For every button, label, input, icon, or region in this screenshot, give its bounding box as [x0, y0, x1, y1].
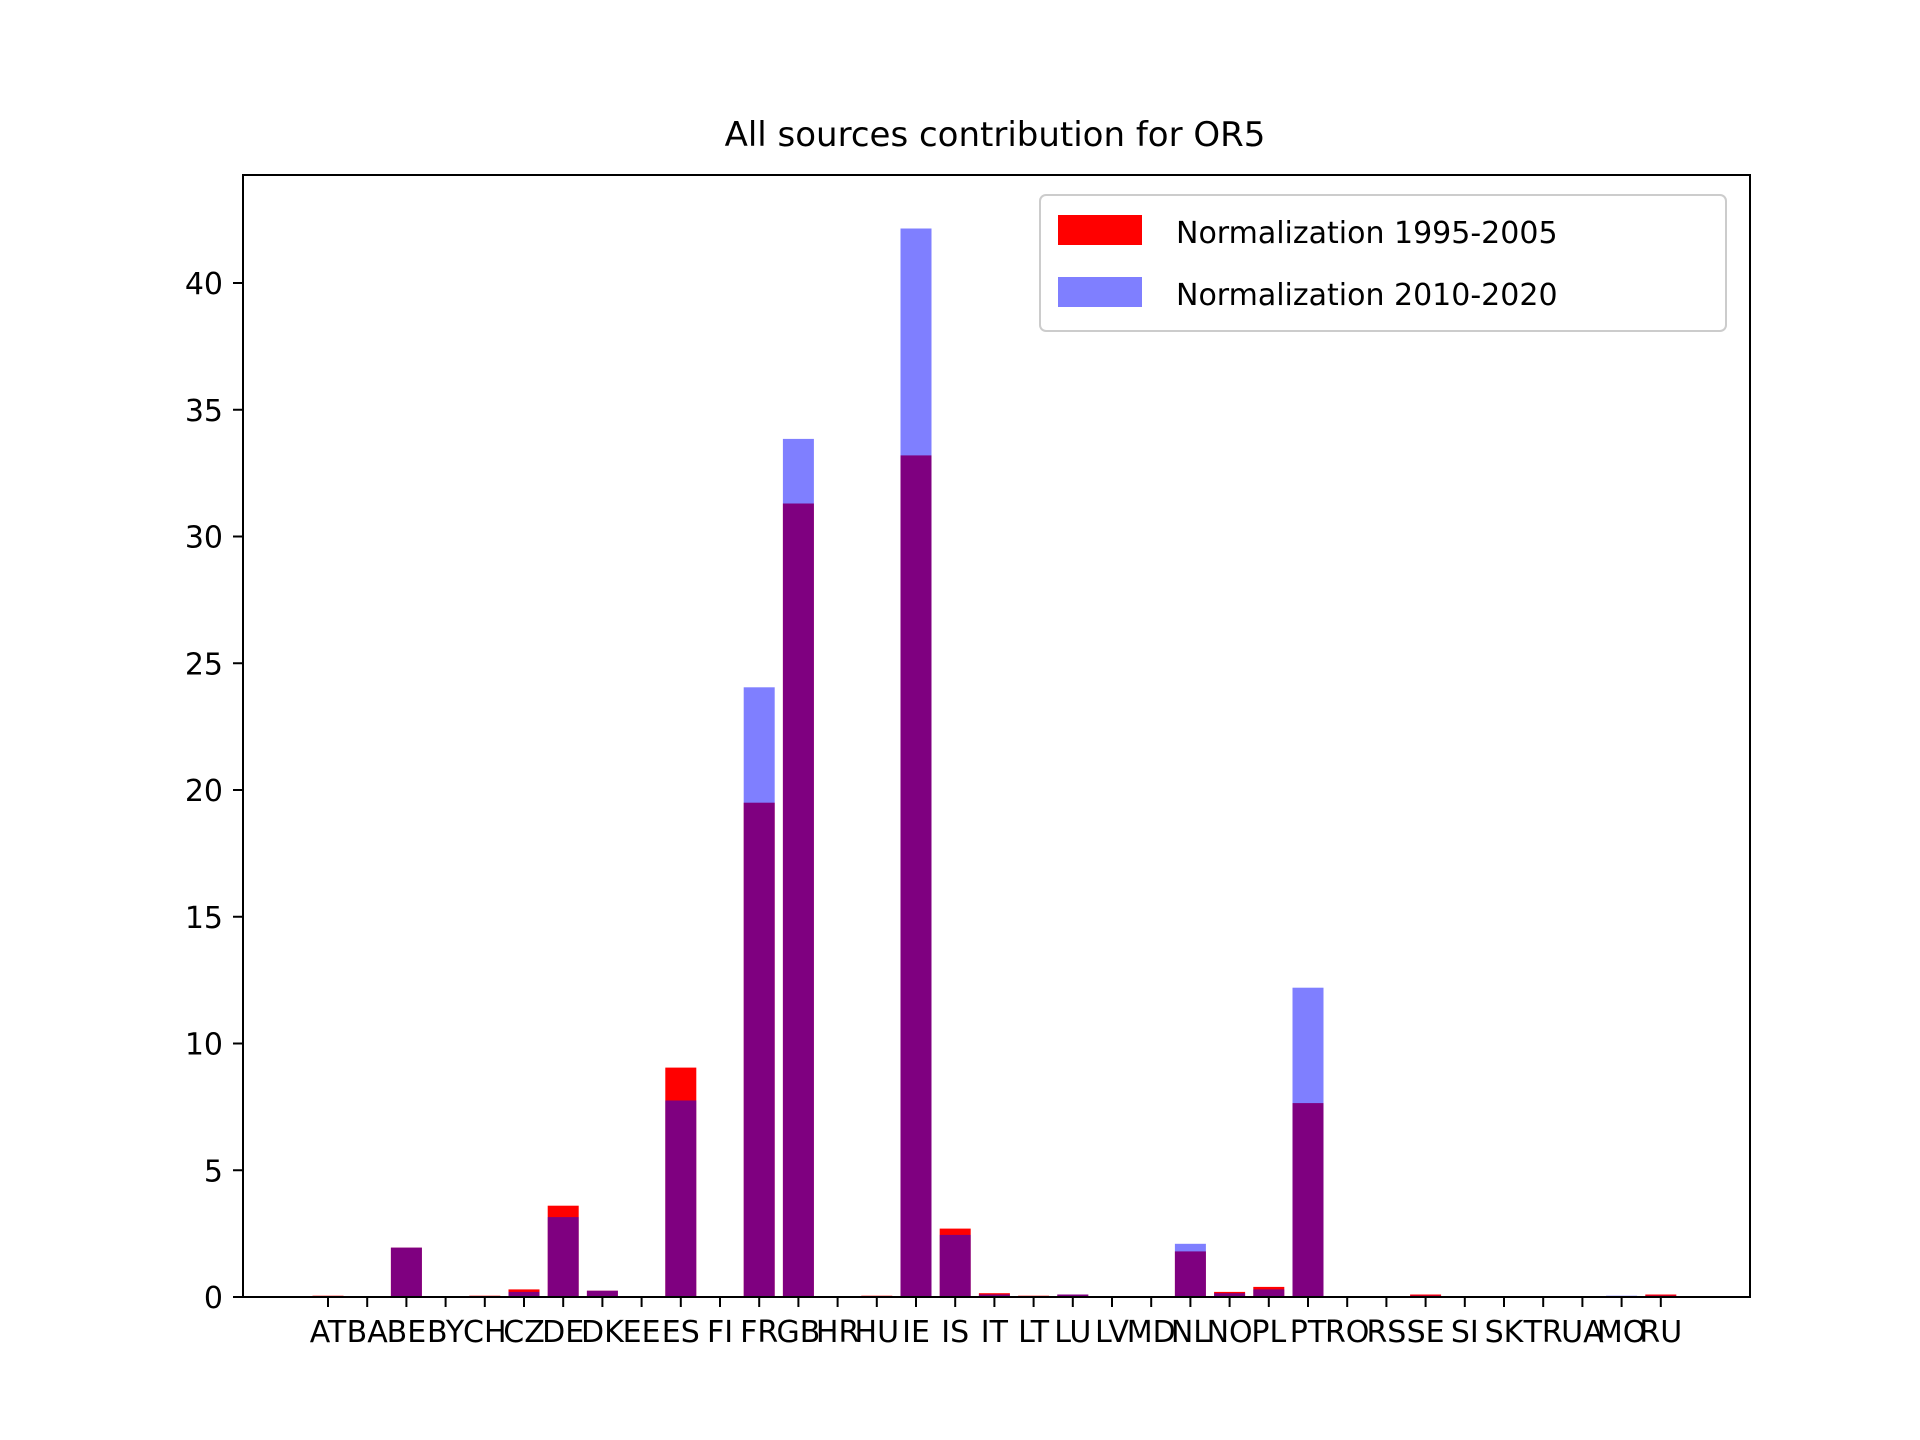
x-tick-label: RO: [1325, 1315, 1369, 1350]
x-tick-label: BA: [347, 1315, 389, 1350]
bar-lu-s1: [1057, 1294, 1089, 1297]
bar-pt-s1: [1292, 987, 1324, 1297]
chart-title: All sources contribution for OR5: [725, 115, 1266, 155]
series-normalization-2010-2020: [312, 228, 1677, 1297]
x-tick-label: IS: [941, 1315, 969, 1350]
y-tick-label: 15: [185, 901, 223, 936]
bar-no-s1: [1214, 1293, 1246, 1297]
y-tick-label: 20: [185, 774, 223, 809]
y-tick-label: 35: [185, 394, 223, 429]
x-tick-label: NL: [1171, 1315, 1210, 1350]
bar-is-s1: [939, 1234, 971, 1297]
legend: Normalization 1995-2005 Normalization 20…: [1039, 194, 1727, 332]
x-tick-label: IT: [981, 1315, 1009, 1350]
x-tick-label: RS: [1366, 1315, 1406, 1350]
y-tick-label: 10: [185, 1028, 223, 1063]
bar-de-s1: [547, 1217, 579, 1297]
x-tick-label: LV: [1095, 1315, 1129, 1350]
bar-it-s1: [978, 1294, 1010, 1297]
x-tick-label: IE: [902, 1315, 930, 1350]
legend-swatch-2010-2020: [1058, 277, 1142, 307]
bar-dk-s1: [586, 1290, 618, 1297]
x-tick-label: FR: [740, 1315, 778, 1350]
bar-gb-s1: [782, 438, 814, 1297]
y-tick-label: 25: [185, 647, 223, 682]
bar-nl-s1: [1174, 1243, 1206, 1297]
x-tick-label: LT: [1018, 1315, 1050, 1350]
legend-box: [1039, 194, 1727, 332]
x-tick-label: FI: [707, 1315, 733, 1350]
x-tick-label: AT: [310, 1315, 347, 1350]
bar-be-s1: [390, 1247, 422, 1297]
bar-es-s1: [665, 1100, 697, 1297]
x-tick-label: EE: [623, 1315, 661, 1350]
bar-pl-s1: [1253, 1289, 1285, 1297]
x-tick-label: BY: [427, 1315, 465, 1350]
x-tick-label: DE: [542, 1315, 584, 1350]
y-tick-label: 30: [185, 521, 223, 556]
x-tick-label: MO: [1597, 1315, 1647, 1350]
x-tick-label: BE: [387, 1315, 427, 1350]
x-tick-label: HU: [855, 1315, 900, 1350]
x-tick-label: DK: [581, 1315, 625, 1350]
bar-cz-s1: [508, 1291, 540, 1297]
x-tick-label: MD: [1127, 1315, 1176, 1350]
x-tick-label: ES: [662, 1315, 700, 1350]
y-tick-label: 5: [204, 1154, 223, 1189]
x-tick-label: PT: [1290, 1315, 1327, 1350]
legend-label-2010-2020: Normalization 2010-2020: [1176, 278, 1558, 313]
y-tick-label: 40: [185, 267, 223, 302]
y-tick-label: 0: [204, 1281, 223, 1316]
plot-frame: [242, 174, 1751, 1298]
x-tick-label: SI: [1451, 1315, 1479, 1350]
legend-label-1995-2005: Normalization 1995-2005: [1176, 216, 1558, 251]
x-tick-label: CH: [463, 1315, 507, 1350]
bars-layer: [312, 228, 1677, 1297]
y-axis: 0 5 10 15 20 25 30 35 40: [185, 267, 243, 1316]
x-tick-label: TR: [1523, 1315, 1563, 1350]
x-tick-label: CZ: [503, 1315, 545, 1350]
x-tick-label: SK: [1485, 1315, 1525, 1350]
legend-swatch-1995-2005: [1058, 215, 1142, 245]
x-tick-label: NO: [1207, 1315, 1253, 1350]
bar-fr-s1: [743, 687, 775, 1297]
x-tick-label: UA: [1561, 1315, 1604, 1350]
x-tick-label: LU: [1054, 1315, 1091, 1350]
bar-ie-s1: [900, 228, 932, 1297]
x-tick-label: GB: [776, 1315, 820, 1350]
x-tick-label: SE: [1407, 1315, 1445, 1350]
x-tick-label: PL: [1251, 1315, 1286, 1350]
x-tick-label: RU: [1639, 1315, 1682, 1350]
x-tick-label: HR: [816, 1315, 859, 1350]
